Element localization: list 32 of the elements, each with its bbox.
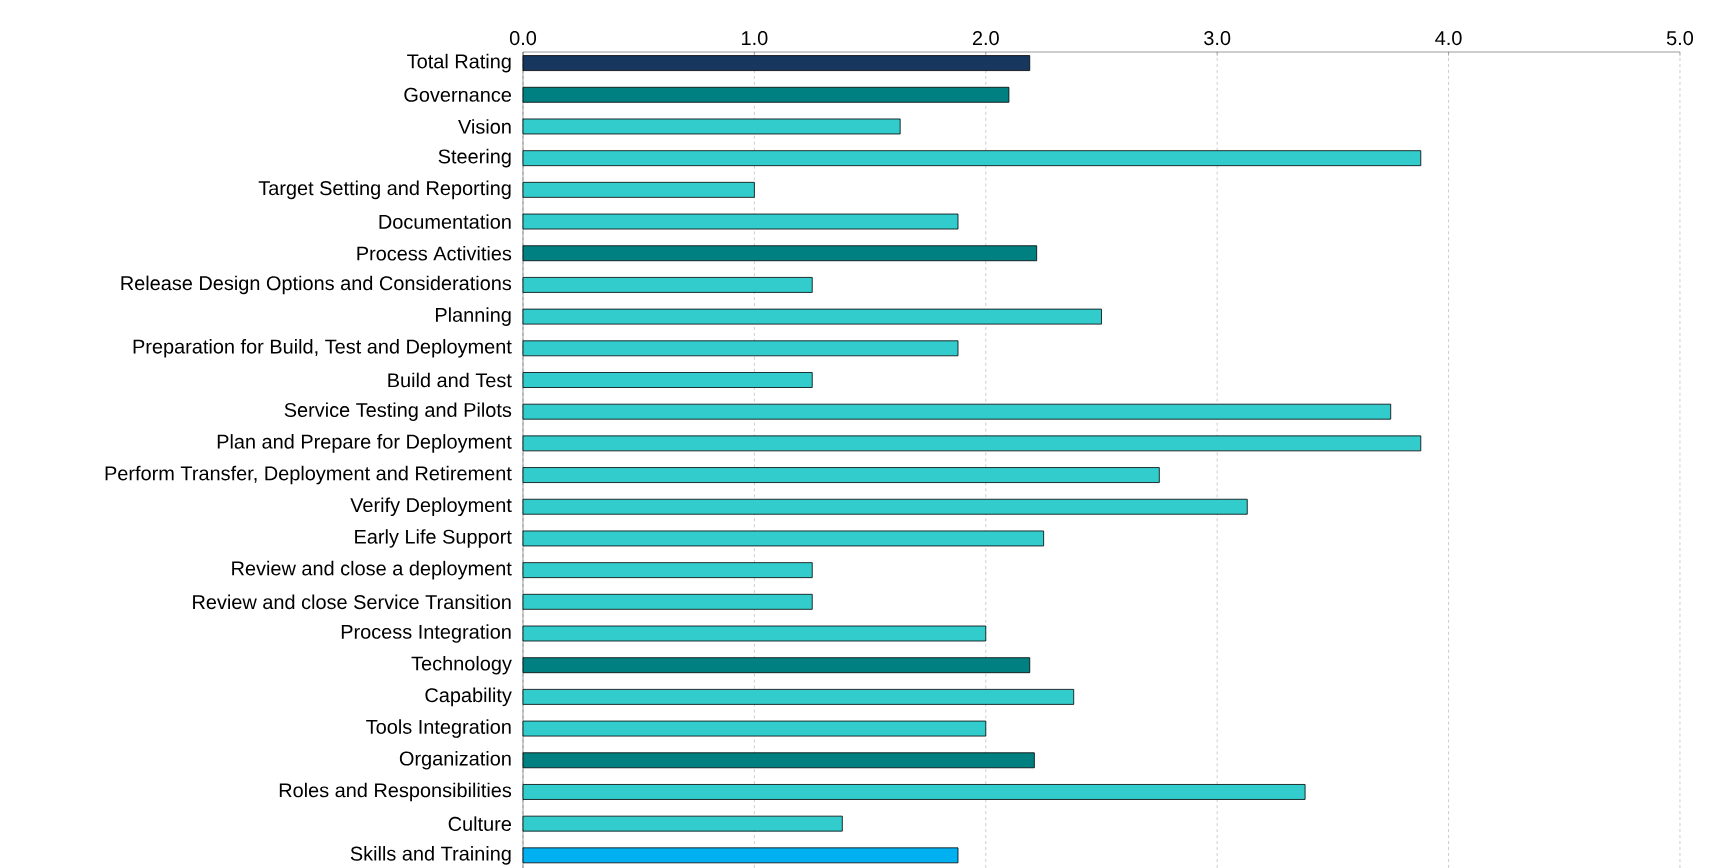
y-tick-label: Culture [448,816,511,831]
y-tick-label: Vision [458,119,511,134]
x-tick-label: 0.0 [509,31,537,46]
y-tick-label: Steering [438,148,511,168]
y-tick-label: Skills and Training [350,846,511,865]
y-tick-label: Process Integration [341,624,511,643]
y-tick-label: Review and close Service Transition [193,594,511,610]
y-tick-label: Service Testing and Pilots [284,402,512,421]
x-tick-label: 4.0 [1435,31,1462,46]
y-tick-label: Preparation for Build, Test and Deployment [133,339,512,358]
y-tick-label: Capability [425,687,512,707]
y-tick-label: Roles and Responsibilities [279,782,512,802]
y-tick-label: Verify Deployment [350,497,512,517]
y-tick-label: Total Rating [407,53,511,73]
y-tick-label: Release Design Options and Considerations [121,275,512,295]
y-tick-label: Perform Transfer, Deployment and Retirement [105,465,512,485]
y-tick-label: Technology [411,655,512,675]
y-tick-label: Governance [404,87,511,102]
y-tick-label: Plan and Prepare for Deployment [217,434,512,453]
y-tick-label: Organization [399,750,511,770]
x-tick-label: 2.0 [972,31,999,46]
y-tick-label: Planning [436,307,511,326]
y-tick-label: Target Setting and Reporting [258,180,511,200]
y-tick-label: Documentation [379,214,511,229]
x-tick-label: 3.0 [1204,31,1231,46]
y-tick-label: Review and close a deployment [232,560,512,580]
x-tick-label: 1.0 [742,31,768,46]
y-tick-label: Tools Integration [366,719,511,738]
y-tick-label: Build and Test [388,372,512,388]
y-tick-label: Early Life Support [355,529,512,548]
x-tick-label: 5.0 [1666,31,1694,46]
y-tick-label: Process Activities [357,245,512,261]
